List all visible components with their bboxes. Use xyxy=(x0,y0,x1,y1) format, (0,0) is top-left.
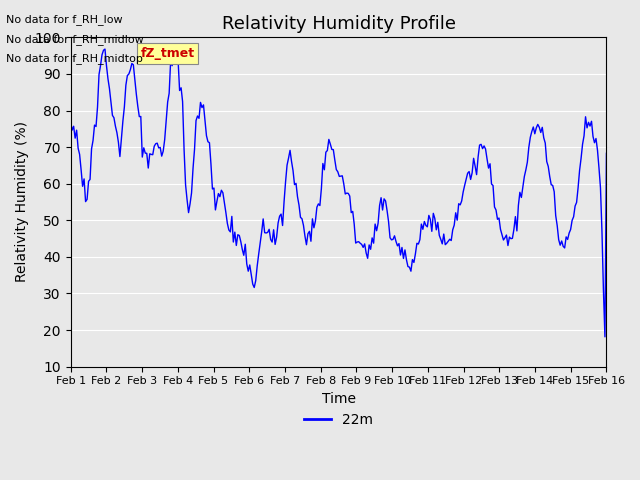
Text: No data for f_RH_midtop: No data for f_RH_midtop xyxy=(6,53,143,64)
Title: Relativity Humidity Profile: Relativity Humidity Profile xyxy=(221,15,456,33)
Text: No data for f_RH_low: No data for f_RH_low xyxy=(6,14,123,25)
Legend: 22m: 22m xyxy=(298,407,379,432)
X-axis label: Time: Time xyxy=(321,392,356,406)
Y-axis label: Relativity Humidity (%): Relativity Humidity (%) xyxy=(15,121,29,283)
Text: No data for f_RH_midlow: No data for f_RH_midlow xyxy=(6,34,144,45)
Text: fZ_tmet: fZ_tmet xyxy=(140,47,195,60)
